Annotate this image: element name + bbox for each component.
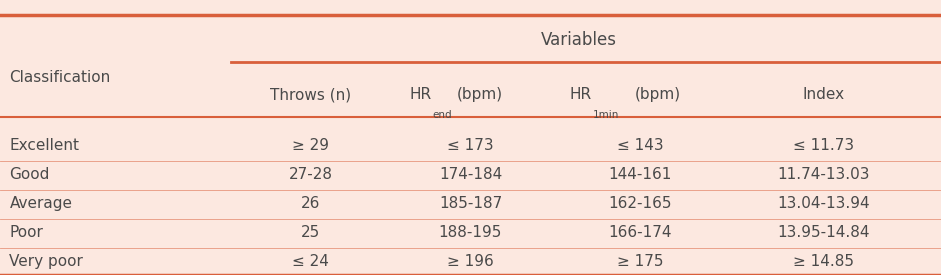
Text: 27-28: 27-28 <box>289 167 332 182</box>
Text: ≤ 24: ≤ 24 <box>292 254 329 269</box>
Text: ≥ 14.85: ≥ 14.85 <box>793 254 853 269</box>
Text: 188-195: 188-195 <box>439 225 502 240</box>
Text: 144-161: 144-161 <box>608 167 672 182</box>
Text: Excellent: Excellent <box>9 138 79 153</box>
Text: 25: 25 <box>301 225 320 240</box>
Text: Index: Index <box>803 87 844 102</box>
Text: ≥ 196: ≥ 196 <box>447 254 494 269</box>
Text: Average: Average <box>9 196 72 211</box>
Text: 162-165: 162-165 <box>608 196 672 211</box>
Text: Throws (n): Throws (n) <box>270 87 351 102</box>
Text: ≤ 173: ≤ 173 <box>447 138 494 153</box>
Text: ≥ 175: ≥ 175 <box>616 254 663 269</box>
Text: Poor: Poor <box>9 225 43 240</box>
Text: end: end <box>433 110 453 120</box>
Text: 11.74-13.03: 11.74-13.03 <box>777 167 869 182</box>
Text: Classification: Classification <box>9 70 111 84</box>
Text: ≤ 11.73: ≤ 11.73 <box>793 138 853 153</box>
Text: Variables: Variables <box>541 31 616 49</box>
Text: ≥ 29: ≥ 29 <box>292 138 329 153</box>
Text: 13.04-13.94: 13.04-13.94 <box>777 196 869 211</box>
Text: HR: HR <box>409 87 432 102</box>
Text: 1min: 1min <box>593 110 619 120</box>
Text: Very poor: Very poor <box>9 254 84 269</box>
Text: 166-174: 166-174 <box>608 225 672 240</box>
Text: 185-187: 185-187 <box>439 196 502 211</box>
Text: ≤ 143: ≤ 143 <box>616 138 663 153</box>
Text: 26: 26 <box>301 196 320 211</box>
Text: (bpm): (bpm) <box>456 87 502 102</box>
Text: 174-184: 174-184 <box>439 167 502 182</box>
Text: Good: Good <box>9 167 50 182</box>
Text: 13.95-14.84: 13.95-14.84 <box>777 225 869 240</box>
Text: HR: HR <box>569 87 592 102</box>
Text: (bpm): (bpm) <box>635 87 681 102</box>
